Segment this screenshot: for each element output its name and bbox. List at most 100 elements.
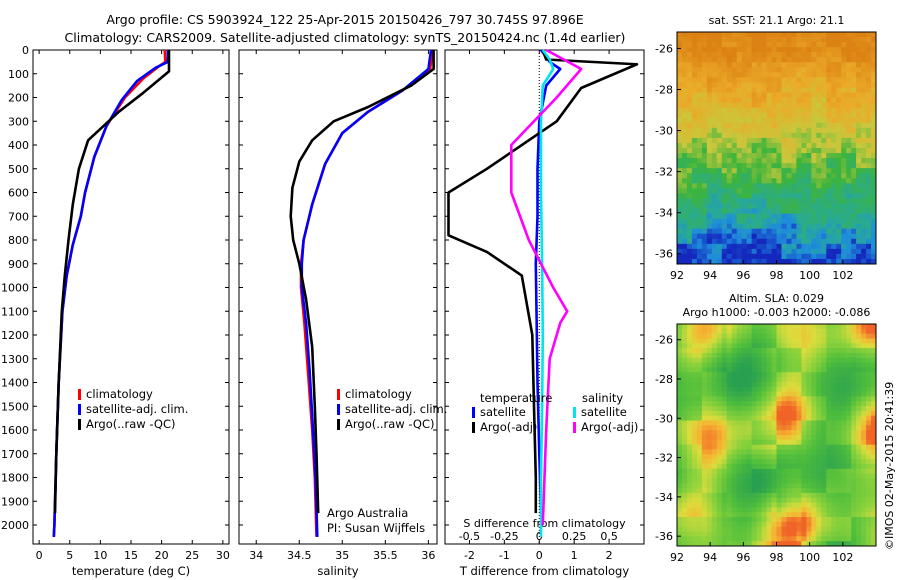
map-cell [821, 483, 827, 489]
map-cell [856, 463, 862, 470]
map-cell [691, 444, 698, 450]
map-cell [731, 420, 738, 426]
map-cell [766, 502, 772, 508]
map-cell [731, 198, 738, 204]
map-cell [801, 420, 807, 426]
map-cell [736, 238, 743, 245]
map-cell [706, 415, 713, 421]
map-cell [831, 148, 837, 154]
map-cell [841, 77, 847, 83]
map-cell [821, 348, 827, 354]
map-cell [696, 430, 703, 436]
map-cell [871, 158, 877, 164]
map-cell [776, 67, 782, 73]
map-cell [846, 223, 852, 230]
map-cell [731, 483, 738, 489]
map-cell [821, 163, 827, 169]
map-cell [796, 82, 802, 88]
map-cell [696, 536, 703, 542]
map-cell [771, 163, 777, 169]
map-cell [681, 153, 688, 159]
map-cell [731, 72, 738, 78]
map-cell [791, 87, 797, 93]
map-cell [761, 502, 767, 508]
map-cell [836, 381, 842, 388]
map-cell [791, 468, 797, 475]
map-cell [866, 52, 872, 58]
legend-label: climatology [86, 387, 153, 401]
map-cell [751, 148, 758, 154]
map-cell [806, 137, 812, 144]
map-cell [706, 444, 713, 450]
y-tick-label: 1400 [1, 377, 29, 390]
map-cell [771, 258, 777, 265]
map-cell [701, 517, 708, 523]
map-cell [736, 415, 743, 421]
map-cell [836, 233, 842, 240]
map-cell [856, 62, 862, 68]
map-cell [816, 87, 822, 93]
map-cell [796, 512, 802, 518]
map-cell [716, 338, 723, 344]
map-cell [701, 526, 708, 532]
map-cell [701, 362, 708, 368]
map-cell [716, 158, 723, 164]
map-cell [846, 439, 852, 446]
map-cell [746, 367, 753, 373]
map-cell [821, 137, 827, 144]
map-cell [751, 430, 758, 436]
map-cell [866, 47, 872, 53]
map-cell [801, 258, 807, 265]
map-cell [846, 401, 852, 407]
map-cell [696, 72, 703, 78]
map-cell [746, 483, 753, 489]
map-cell [826, 183, 832, 189]
map-cell [796, 536, 802, 542]
map-cell [696, 367, 703, 373]
map-cell [866, 512, 872, 518]
map-cell [811, 178, 817, 184]
map-cell [731, 163, 738, 169]
map-cell [736, 213, 743, 220]
salinity-panel: 34 34.5 35 35.5 36salinityclimatologysatelli… [238, 49, 447, 578]
map-cell [871, 352, 877, 359]
map-cell [746, 32, 753, 38]
map-cell [766, 367, 772, 373]
map-cell [756, 243, 762, 250]
map-cell [796, 410, 802, 417]
map-cell [736, 430, 743, 436]
map-cell [731, 415, 738, 421]
legend-label: Argo(-adj) [480, 420, 537, 434]
map-cell [746, 536, 753, 542]
map-cell [856, 521, 862, 528]
map-cell [841, 507, 847, 513]
map-cell [821, 488, 827, 494]
map-cell [851, 541, 857, 547]
map-cell [726, 117, 733, 124]
map-cell [856, 57, 862, 63]
map-cell [801, 357, 807, 364]
map-cell [701, 512, 708, 518]
map-cell [771, 92, 777, 98]
map-cell [826, 223, 832, 230]
s-tick-label: 0 [536, 530, 543, 543]
map-cell [756, 238, 762, 245]
map-cell [826, 253, 832, 260]
map-cell [826, 507, 832, 513]
map-cell [726, 243, 733, 250]
map-cell [846, 410, 852, 417]
map-cell [691, 238, 698, 245]
map-cell [741, 243, 748, 250]
map-cell [756, 507, 762, 513]
map-cell [766, 57, 772, 63]
map-cell [781, 517, 787, 523]
map-cell [816, 517, 822, 523]
map-cell [706, 77, 713, 83]
annotation: Argo Australia [327, 506, 408, 520]
map-cell [826, 391, 832, 397]
map-cell [761, 352, 767, 359]
map-cell [811, 72, 817, 78]
map-cell [706, 396, 713, 402]
map-cell [861, 122, 867, 129]
map-cell [721, 526, 728, 532]
